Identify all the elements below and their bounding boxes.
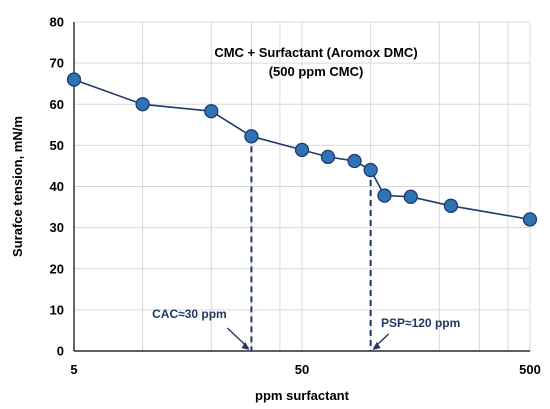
dashed-markers (250, 136, 372, 351)
annotations: CAC≈30 ppm PSP≈120 ppm (152, 307, 460, 330)
x-tick-label: 50 (295, 362, 309, 377)
data-point (135, 97, 150, 112)
y-tick-label: 80 (50, 15, 64, 30)
data-point (403, 189, 418, 204)
annotation-arrowhead (372, 342, 381, 350)
data-point (204, 104, 219, 119)
y-tick-label: 60 (50, 97, 64, 112)
x-axis-title: ppm surfactant (255, 388, 350, 403)
x-tick-label: 500 (519, 362, 541, 377)
y-axis-title: Surafce tension, mN/m (10, 116, 25, 257)
annotation-label: CAC≈30 ppm (152, 307, 227, 321)
data-points (66, 72, 538, 227)
data-point (347, 153, 362, 169)
data-point (66, 72, 82, 87)
y-tick-label: 50 (50, 138, 64, 153)
data-point (363, 162, 378, 178)
y-tick-label: 0 (57, 344, 64, 359)
y-tick-label: 20 (50, 261, 64, 276)
chart-title-line-1: CMC + Surfactant (Aromox DMC) (214, 45, 417, 60)
data-point (320, 149, 336, 165)
x-tick-labels: 5 50 500 (70, 362, 540, 377)
annotation-arrowhead (241, 342, 250, 350)
x-tick-label: 5 (70, 362, 77, 377)
y-tick-label: 10 (50, 302, 64, 317)
data-point (522, 212, 538, 227)
y-tick-label: 70 (50, 56, 64, 71)
data-point (443, 198, 459, 213)
data-point (377, 188, 392, 203)
data-point (244, 129, 259, 144)
y-tick-label: 40 (50, 179, 64, 194)
annotation-label: PSP≈120 ppm (381, 316, 460, 330)
data-point (294, 142, 310, 158)
y-tick-label: 30 (50, 220, 64, 235)
y-tick-labels: 0 10 20 30 40 50 60 70 80 (50, 15, 64, 359)
annotation-arrows (226, 327, 390, 350)
chart-title-line-2: (500 ppm CMC) (269, 64, 364, 79)
